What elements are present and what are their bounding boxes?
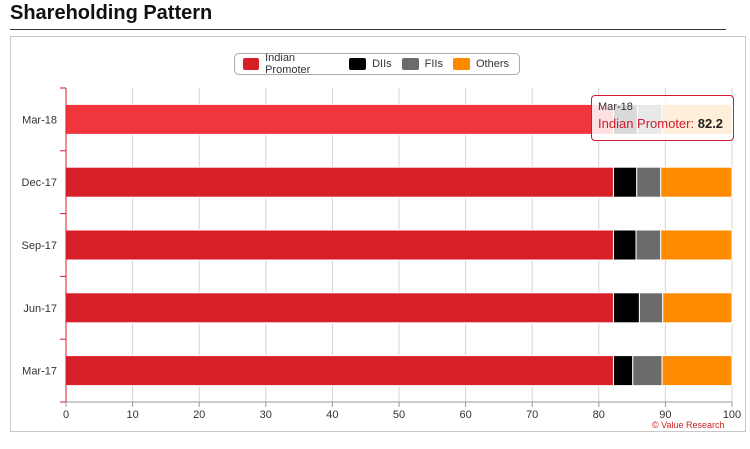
legend-label-others: Others — [475, 58, 509, 70]
bar-sep-17-indian-promoter — [65, 229, 614, 261]
x-tick-label: 70 — [526, 409, 538, 421]
tooltip-line: Indian Promoter: 82.2 — [598, 116, 724, 131]
x-tick-label: 0 — [63, 409, 69, 421]
tooltip-series: Indian Promoter — [598, 116, 691, 131]
tooltip-category: Mar-18 — [598, 101, 633, 113]
x-tick-label: 10 — [126, 409, 138, 421]
legend-swatch-indian-promoter — [243, 58, 260, 70]
tooltip-value: 82.2 — [697, 116, 724, 131]
bar-dec-17-indian-promoter — [65, 166, 614, 198]
y-tick-label: Dec-17 — [22, 177, 57, 189]
bar-jun-17-others — [662, 292, 733, 324]
legend-swatch-others — [452, 58, 470, 70]
bar-dec-17-diis — [612, 166, 638, 198]
y-tick-label: Jun-17 — [23, 303, 57, 315]
legend-swatch-fiis — [401, 58, 419, 70]
legend-label-diis: DIIs — [372, 58, 392, 70]
x-tick-label: 50 — [393, 409, 405, 421]
legend-item-others[interactable]: Others — [452, 58, 509, 70]
source-credit: © Value Research — [652, 420, 725, 430]
bar-sep-17-others — [660, 229, 733, 261]
bar-mar-17-others — [661, 355, 733, 387]
x-tick-label: 60 — [459, 409, 471, 421]
y-tick-label: Sep-17 — [22, 240, 57, 252]
legend-label-indian-promoter: Indian Promoter — [265, 52, 311, 76]
bar-sep-17-diis — [612, 229, 637, 261]
bar-jun-17-diis — [612, 292, 640, 324]
bar-dec-17-fiis — [636, 166, 662, 198]
legend-label-fiis: FIIs — [424, 58, 443, 70]
x-tick-label: 30 — [260, 409, 272, 421]
legend-item-fiis[interactable]: FIIs — [401, 58, 443, 70]
chart-tooltip: Mar-18 Indian Promoter: 82.2 — [591, 95, 734, 141]
y-tick-label: Mar-17 — [22, 366, 57, 378]
y-tick-label: Mar-18 — [22, 114, 57, 126]
title-divider — [10, 29, 726, 30]
bar-mar-17-diis — [612, 355, 634, 387]
x-tick-label: 90 — [659, 409, 671, 421]
bar-jun-17-fiis — [638, 292, 664, 324]
page-title: Shareholding Pattern — [10, 2, 213, 24]
legend-item-indian-promoter[interactable]: Indian Promoter — [243, 52, 339, 76]
x-tick-label: 100 — [723, 409, 741, 421]
bar-dec-17-others — [660, 166, 733, 198]
x-tick-label: 20 — [193, 409, 205, 421]
bar-jun-17-indian-promoter — [65, 292, 614, 324]
bar-mar-17-indian-promoter — [65, 355, 614, 387]
bar-mar-18-indian-promoter — [65, 103, 614, 135]
x-tick-label: 40 — [326, 409, 338, 421]
bar-mar-17-fiis — [632, 355, 663, 387]
x-tick-label: 80 — [593, 409, 605, 421]
bar-sep-17-fiis — [635, 229, 662, 261]
legend-item-diis[interactable]: DIIs — [349, 58, 392, 70]
legend-swatch-diis — [349, 58, 367, 70]
chart-frame — [10, 36, 746, 432]
chart-legend: Indian Promoter DIIs FIIs Others — [234, 52, 520, 76]
